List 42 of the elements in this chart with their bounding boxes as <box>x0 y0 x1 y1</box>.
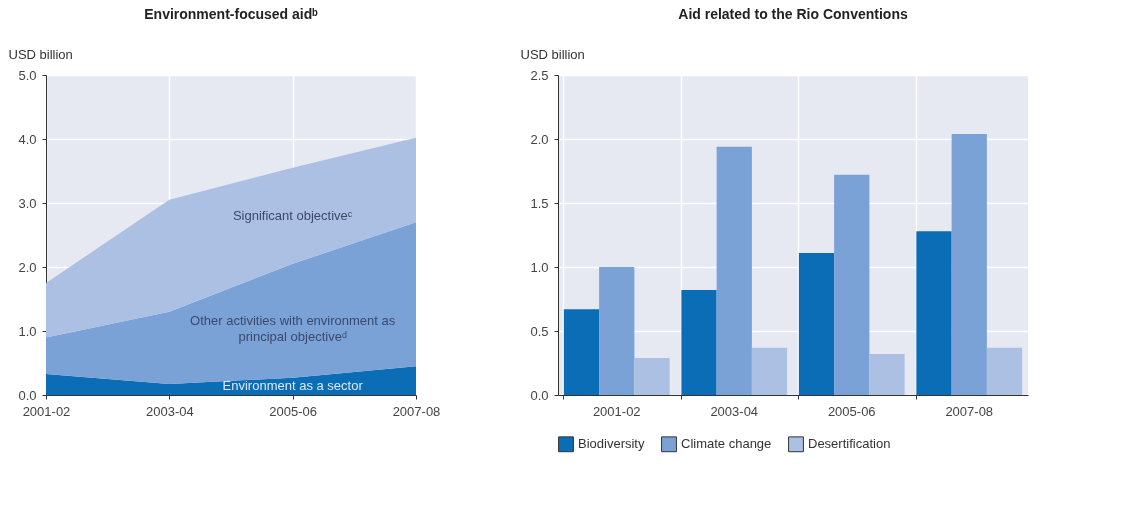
bar <box>634 357 670 395</box>
chart-title: Environment-focused aidᵇ <box>144 6 319 22</box>
series-label: Other activities with environment as principal objectiveᵈ <box>190 312 396 344</box>
y-tick-label: 5.0 <box>18 67 37 83</box>
bar <box>798 252 835 395</box>
bar <box>681 290 717 395</box>
y-tick-label: 1.0 <box>18 323 37 339</box>
y-tick-label: 2.5 <box>530 67 549 83</box>
bar <box>869 354 905 395</box>
bar <box>986 347 1023 395</box>
y-axis-title: USD billion <box>8 46 73 62</box>
x-tick-label: 2005-06 <box>269 403 318 419</box>
y-axis-title: USD billion <box>520 46 585 62</box>
x-tick-label: 2001-02 <box>592 403 641 419</box>
bar <box>951 133 987 395</box>
series-label: Environment as a sector <box>222 378 364 394</box>
y-tick-label: 0.5 <box>530 323 549 339</box>
bar <box>751 347 788 395</box>
x-tick-label: 2005-06 <box>827 403 876 419</box>
bar <box>716 146 752 395</box>
legend-label: Climate change <box>681 436 772 452</box>
x-tick-label: 2003-04 <box>145 403 194 419</box>
legend-label: Desertification <box>808 436 891 452</box>
x-tick-label: 2007-08 <box>945 403 994 419</box>
y-tick-label: 1.0 <box>530 259 549 275</box>
x-tick-label: 2001-02 <box>22 403 71 419</box>
legend-label: Biodiversity <box>578 436 645 452</box>
x-tick-label: 2003-04 <box>710 403 759 419</box>
bar <box>834 174 870 395</box>
y-tick-label: 0.0 <box>530 387 549 403</box>
y-tick-label: 2.0 <box>530 131 549 147</box>
bar <box>599 267 635 395</box>
y-tick-label: 1.5 <box>530 195 549 211</box>
bar <box>563 309 600 395</box>
x-tick-label: 2007-08 <box>392 403 441 419</box>
bar <box>916 231 952 395</box>
y-tick-label: 0.0 <box>18 387 37 403</box>
series-label: Significant objectiveᶜ <box>232 207 353 223</box>
y-tick-label: 2.0 <box>18 259 37 275</box>
y-tick-label: 4.0 <box>18 131 37 147</box>
chart-title: Aid related to the Rio Conventions <box>678 6 908 22</box>
y-tick-label: 3.0 <box>18 195 37 211</box>
